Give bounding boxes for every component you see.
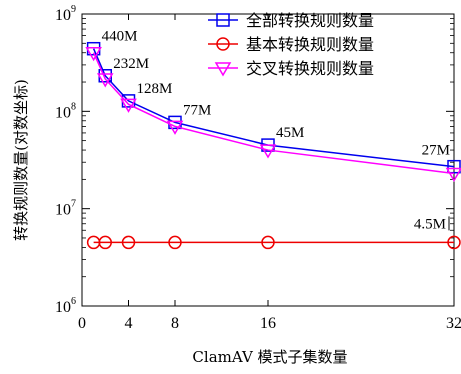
data-label: 440M [102, 29, 138, 45]
legend-marker [214, 62, 232, 77]
data-label: 45M [276, 125, 304, 141]
y-tick-exponent: 8 [71, 101, 76, 112]
series-1-point [447, 235, 461, 250]
legend-marker [216, 37, 230, 51]
x-axis-title: ClamAV 模式子集数量 [192, 348, 347, 366]
x-tick-label: 32 [446, 315, 461, 332]
x-tick-label: 4 [125, 315, 133, 332]
legend-label: 交叉转换规则数量 [246, 59, 374, 78]
y-tick-label: 106 [55, 296, 76, 316]
legend-marker [216, 13, 230, 27]
y-tick-base: 10 [55, 104, 71, 121]
series-2-point [445, 167, 461, 182]
y-tick-exponent: 9 [71, 4, 76, 15]
series-2-point [85, 46, 102, 62]
y-tick-base: 10 [55, 202, 71, 219]
data-label: 77M [183, 102, 211, 118]
series-2-point [259, 144, 277, 159]
y-tick-label: 109 [55, 4, 76, 24]
y-tick-exponent: 6 [71, 296, 76, 307]
legend-label: 基本转换规则数量 [246, 35, 374, 54]
legend-label: 全部转换规则数量 [246, 11, 374, 30]
y-tick-base: 10 [55, 299, 71, 316]
data-label: 128M [137, 81, 173, 97]
series-0-line [92, 48, 455, 168]
series-2-point [166, 120, 184, 135]
series-1-point [98, 235, 112, 250]
series-2-point [96, 73, 114, 88]
data-label: 232M [113, 56, 149, 72]
series-0-point [447, 159, 461, 174]
data-label: 27M [422, 143, 450, 159]
x-tick-label: 16 [260, 315, 276, 332]
data-label: 4.5M [414, 216, 446, 232]
x-tick-label: 8 [171, 315, 179, 332]
series-1-point [121, 235, 136, 250]
y-tick-base: 10 [55, 7, 71, 24]
series-1-point [168, 235, 182, 250]
y-axis-title: 转换规则数量(对数坐标) [12, 79, 30, 241]
x-tick-label: 0 [78, 315, 86, 332]
series-1-point [261, 235, 275, 250]
y-tick-label: 107 [55, 199, 76, 219]
y-tick-label: 108 [55, 101, 76, 121]
y-tick-exponent: 7 [71, 199, 76, 210]
series-2-point [120, 98, 137, 113]
